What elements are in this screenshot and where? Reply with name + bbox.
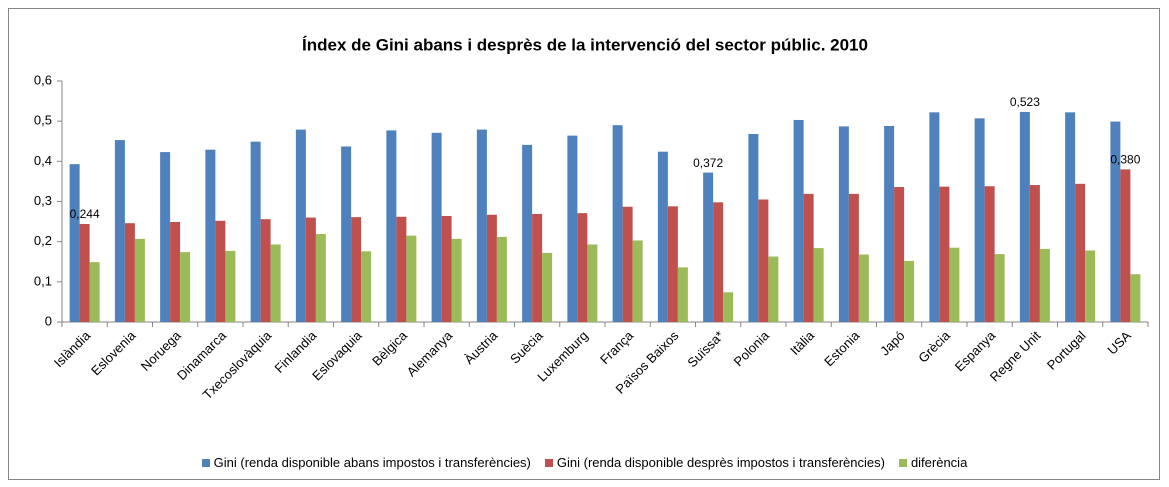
bar — [270, 244, 281, 322]
bar — [974, 118, 985, 322]
bar — [361, 251, 372, 322]
bar — [622, 206, 633, 322]
bar — [1120, 169, 1131, 322]
bar — [250, 141, 261, 322]
bar — [215, 220, 226, 322]
bar — [225, 250, 236, 322]
legend-swatch — [544, 459, 553, 467]
bar — [713, 202, 724, 322]
data-label: 0,523 — [1010, 95, 1040, 109]
bar — [522, 144, 533, 322]
bar — [441, 215, 452, 322]
bar — [79, 223, 90, 322]
bar — [657, 151, 668, 322]
bar — [1110, 121, 1121, 323]
y-tick-label: 0,4 — [34, 153, 52, 168]
bar — [496, 236, 507, 322]
bar — [758, 199, 769, 322]
bar — [577, 213, 588, 322]
bar — [838, 126, 849, 322]
bar — [884, 125, 895, 322]
bar — [305, 217, 316, 322]
data-label: 0,372 — [693, 156, 723, 170]
bar — [768, 256, 779, 322]
legend-label: diferència — [910, 455, 968, 470]
legend-item: Gini (renda disponible abans impostos i … — [201, 455, 531, 470]
legend-item: diferència — [898, 455, 968, 470]
bar — [295, 129, 306, 322]
bar — [431, 132, 442, 322]
data-label: 0,244 — [70, 207, 100, 221]
bar — [904, 260, 915, 322]
bar — [124, 223, 135, 322]
bar — [1019, 111, 1030, 322]
bar — [69, 164, 80, 322]
bar — [160, 152, 171, 322]
legend-label: Gini (renda disponible abans impostos i … — [213, 455, 531, 470]
bar — [542, 252, 553, 322]
bar — [848, 193, 859, 322]
bar — [803, 193, 814, 322]
bar — [351, 217, 362, 322]
legend-swatch — [898, 459, 907, 467]
bar — [949, 247, 960, 322]
chart-title: Índex de Gini abans i desprès de la inte… — [302, 35, 868, 54]
y-tick-label: 0 — [45, 313, 52, 328]
bar — [1075, 183, 1086, 322]
y-tick-label: 0,6 — [34, 72, 52, 87]
bar — [134, 238, 145, 322]
bar — [205, 149, 216, 322]
bar — [748, 134, 759, 322]
bar — [170, 221, 181, 322]
bar — [486, 214, 497, 322]
bar — [386, 130, 397, 322]
legend-label: Gini (renda disponible desprès impostos … — [556, 455, 885, 470]
bar — [632, 240, 643, 322]
legend-swatch — [201, 459, 210, 467]
bar — [894, 187, 905, 322]
bar — [532, 213, 543, 322]
bar — [396, 216, 407, 322]
bar — [567, 135, 578, 322]
bar — [1130, 274, 1141, 322]
bar — [1085, 250, 1096, 322]
y-tick-label: 0,5 — [34, 113, 52, 128]
bar — [1029, 185, 1040, 322]
bar — [723, 292, 734, 322]
bar — [793, 119, 804, 322]
bar — [260, 219, 271, 322]
bar — [406, 235, 417, 322]
bar — [612, 125, 623, 322]
bar — [180, 252, 191, 322]
bar — [1039, 248, 1050, 322]
bar — [89, 262, 100, 322]
bar — [341, 146, 352, 322]
bar — [939, 186, 950, 322]
y-tick-label: 0,3 — [34, 193, 52, 208]
bar — [476, 129, 487, 322]
bar — [587, 244, 598, 322]
bar — [929, 112, 940, 322]
bar — [813, 248, 824, 322]
legend: Gini (renda disponible abans impostos i … — [0, 455, 1169, 470]
data-label: 0,380 — [1110, 153, 1140, 167]
bar — [994, 254, 1005, 322]
bar — [114, 140, 125, 322]
bar — [703, 172, 714, 322]
bar — [667, 206, 678, 322]
legend-item: Gini (renda disponible desprès impostos … — [544, 455, 885, 470]
bar — [677, 267, 688, 322]
bar — [984, 186, 995, 322]
bar — [1065, 112, 1076, 322]
bar — [315, 234, 326, 322]
y-tick-label: 0,1 — [34, 273, 52, 288]
bar — [451, 238, 462, 322]
y-tick-label: 0,2 — [34, 233, 52, 248]
bar — [858, 254, 869, 322]
